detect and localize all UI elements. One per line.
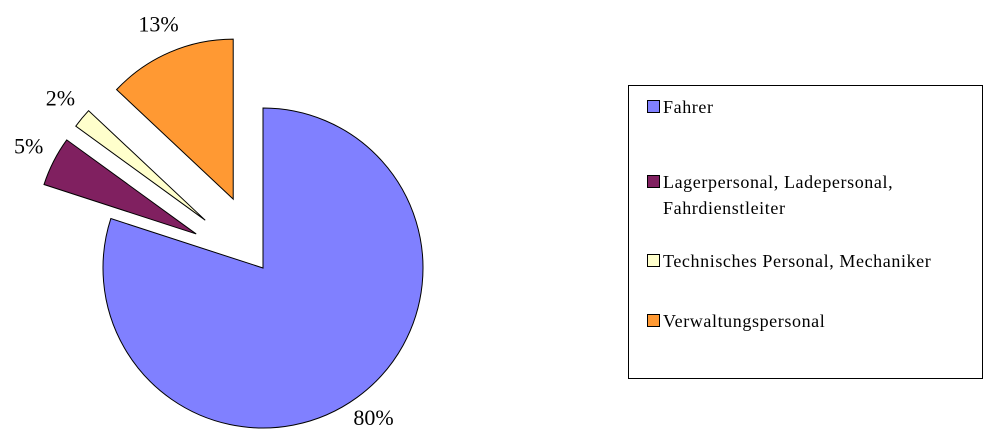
legend-swatch [647,175,660,188]
legend-label: Fahrer [663,97,714,117]
legend-item: Technisches Personal, Mechaniker [647,248,969,274]
pie-slice [43,139,197,235]
pie-slice [75,109,206,221]
legend-item: Verwaltungspersonal [647,308,969,334]
pie-slice [115,38,234,201]
legend-label: Technisches Personal, Mechaniker [663,251,932,271]
legend-label: Verwaltungspersonal [663,311,826,331]
legend-swatch [647,314,660,327]
legend-label: Lagerpersonal, Ladepersonal, Fahrdienstl… [663,172,894,218]
data-label: 13% [138,12,178,37]
legend-item: Lagerpersonal, Ladepersonal, Fahrdienstl… [647,169,969,221]
data-label: 80% [353,405,393,430]
pie-slice [102,107,424,429]
legend-item: Fahrer [647,94,969,120]
data-label: 2% [46,85,75,110]
legend-swatch [647,254,660,267]
legend-swatch [647,100,660,113]
data-label: 5% [14,134,43,159]
legend: Fahrer Lagerpersonal, Ladepersonal, Fahrd… [628,85,983,379]
